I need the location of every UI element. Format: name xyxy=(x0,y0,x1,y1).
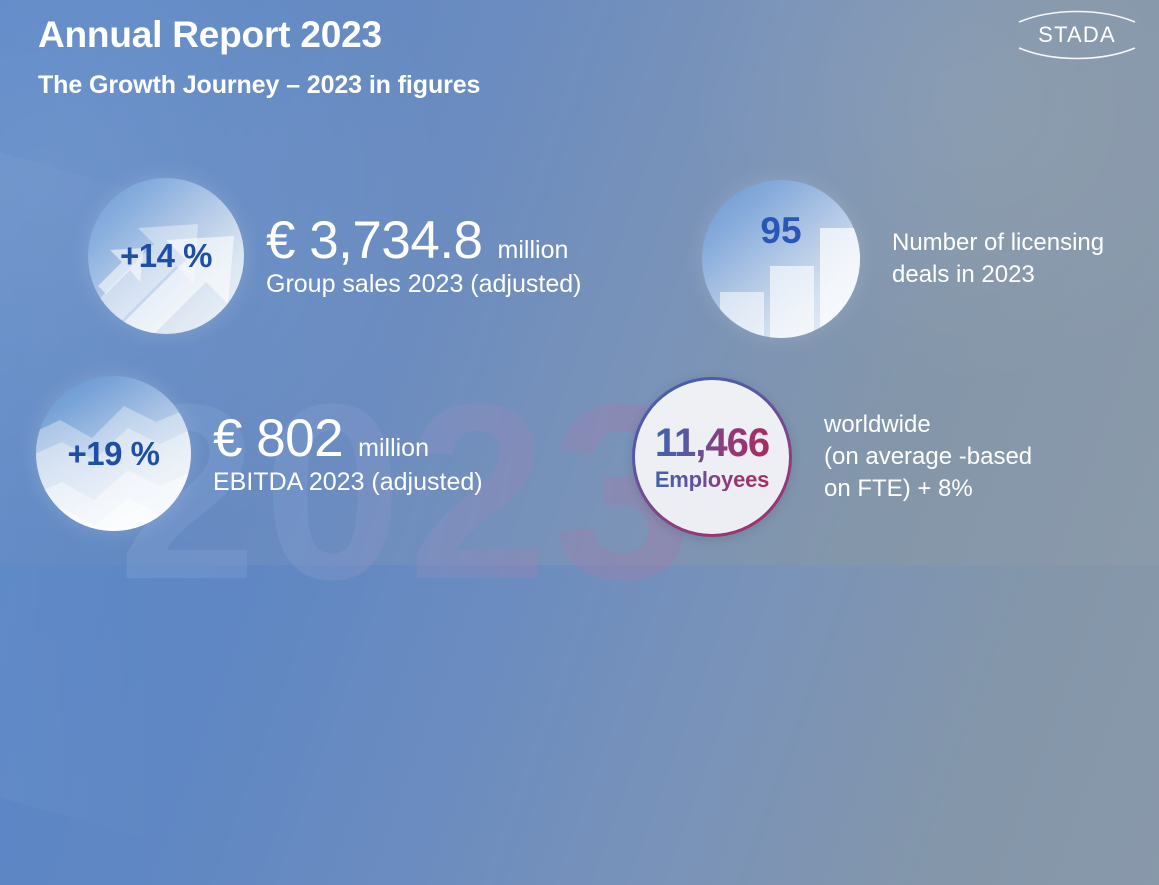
employees-description-line-3: on FTE) + 8% xyxy=(824,474,973,502)
bar-chart-icon xyxy=(720,228,860,338)
employees-count: 11,466 xyxy=(654,421,770,465)
page-header: Annual Report 2023 The Growth Journey – … xyxy=(38,12,480,100)
stat-ebitda: +19 % € 802 million EBITDA 2023 (adjuste… xyxy=(36,376,483,531)
ebitda-value: € 802 xyxy=(213,408,344,468)
group-sales-text: € 3,734.8 million Group sales 2023 (adju… xyxy=(266,213,581,299)
ebitda-badge-circle: +19 % xyxy=(36,376,191,531)
ebitda-value-line: € 802 million xyxy=(213,408,483,468)
employees-description-line-2: (on average -based xyxy=(824,443,1033,471)
employees-label: Employees xyxy=(654,467,770,492)
page-title: Annual Report 2023 xyxy=(38,14,382,55)
group-sales-caption: Group sales 2023 (adjusted) xyxy=(266,270,582,299)
arrow-up-growth-icon xyxy=(92,224,234,334)
page-subtitle: The Growth Journey – 2023 in figures xyxy=(38,71,481,100)
licensing-description-line-2: deals in 2023 xyxy=(892,261,1035,288)
employees-description-line-1: worldwide xyxy=(824,411,931,439)
licensing-badge-circle: 95 xyxy=(702,180,860,338)
ebitda-text: € 802 million EBITDA 2023 (adjusted) xyxy=(213,408,483,497)
licensing-badge-label: 95 xyxy=(760,210,802,251)
stada-logo: STADA xyxy=(1013,6,1141,64)
stat-licensing-deals: 95 Number of licensing deals in 2023 xyxy=(702,180,1104,338)
group-sales-value: € 3,734.8 xyxy=(266,211,483,271)
group-sales-value-line: € 3,734.8 million xyxy=(266,213,581,268)
stat-employees: 11,466 Employees worldwide (on average -… xyxy=(632,377,1032,537)
group-sales-badge-circle: +14 % xyxy=(88,178,244,334)
wave-chart-icon xyxy=(36,406,191,531)
group-sales-unit: million xyxy=(497,236,569,265)
ebitda-caption: EBITDA 2023 (adjusted) xyxy=(213,467,483,496)
employees-badge-circle: 11,466 Employees xyxy=(632,377,792,537)
licensing-description-line-1: Number of licensing xyxy=(892,229,1105,257)
ebitda-unit: million xyxy=(358,433,429,462)
stada-logo-text: STADA xyxy=(1038,22,1116,47)
employees-description: worldwide (on average -based on FTE) + 8… xyxy=(824,409,1032,504)
group-sales-badge-label: +14 % xyxy=(120,237,213,274)
stat-group-sales: +14 % € 3,734.8 million Group sales 2023… xyxy=(88,178,581,334)
ebitda-badge-label: +19 % xyxy=(67,434,161,472)
licensing-description: Number of licensing deals in 2023 xyxy=(892,227,1104,290)
